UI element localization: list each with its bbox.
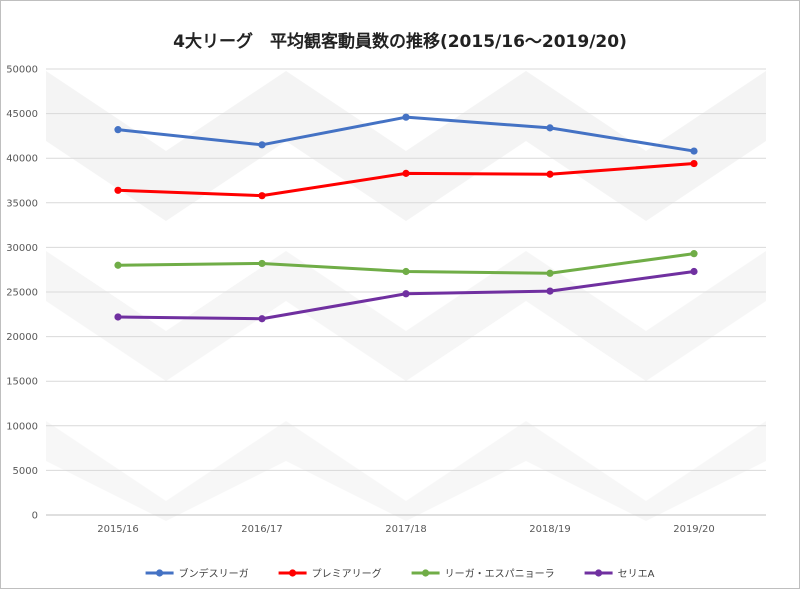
legend-marker — [594, 569, 603, 577]
data-point — [402, 267, 410, 276]
data-point — [690, 147, 698, 155]
legend-label: リーガ・エスパニョーラ — [445, 568, 555, 580]
legend: ブンデスリーガ プレミアリーグ リーガ・エスパニョーラ セリエA — [145, 567, 655, 580]
legend-item: セリエA — [584, 568, 655, 580]
x-tick-label: 2019/20 — [673, 524, 715, 535]
data-point — [546, 269, 554, 277]
data-point — [402, 290, 410, 298]
data-point — [114, 261, 122, 269]
x-tick-label: 2018/19 — [529, 524, 571, 535]
x-tick-label: 2016/17 — [241, 524, 283, 535]
background-watermark — [46, 71, 766, 521]
axes: 0 5000 10000 15000 20000 25000 30000 35000 40000… — [6, 65, 766, 535]
y-tick-label: 50000 — [6, 65, 38, 76]
legend-label: セリエA — [618, 568, 655, 580]
legend-item: プレミアリーグ — [278, 567, 382, 580]
legend-label: プレミアリーグ — [312, 567, 382, 580]
series-セリエA — [114, 267, 698, 323]
series-プレミアリーグ — [114, 159, 698, 200]
legend-item: ブンデスリーガ — [145, 567, 249, 580]
series-group — [114, 113, 698, 323]
x-tick-label: 2015/16 — [97, 524, 139, 535]
data-point — [114, 313, 122, 321]
series-リーガ・エスパニョーラ — [114, 250, 698, 277]
data-point — [258, 141, 266, 149]
y-tick-label: 25000 — [6, 288, 38, 299]
legend-marker — [155, 569, 164, 577]
legend-marker — [421, 569, 430, 577]
legend-item: リーガ・エスパニョーラ — [411, 568, 555, 580]
y-tick-label: 20000 — [6, 332, 38, 343]
data-point — [402, 113, 410, 121]
y-tick-label: 5000 — [13, 466, 38, 477]
y-tick-label: 40000 — [6, 154, 38, 165]
data-point — [546, 287, 554, 295]
y-tick-label: 30000 — [6, 243, 38, 254]
data-point — [690, 250, 698, 258]
y-tick-label: 0 — [32, 511, 38, 522]
data-point — [690, 267, 698, 276]
x-tick-label: 2017/18 — [385, 524, 427, 535]
data-point — [402, 169, 410, 177]
y-tick-label: 10000 — [6, 421, 38, 432]
chart-title: 4大リーグ 平均観客動員数の推移(2015/16～2019/20) — [173, 31, 627, 52]
y-tick-label: 35000 — [6, 198, 38, 209]
y-tick-label: 45000 — [6, 109, 38, 120]
data-point — [258, 315, 266, 323]
legend-marker — [288, 569, 297, 577]
legend-label: ブンデスリーガ — [179, 567, 249, 580]
gridlines — [46, 68, 766, 471]
data-point — [258, 192, 266, 200]
data-point — [114, 186, 122, 194]
data-point — [546, 170, 554, 178]
data-point — [690, 159, 698, 168]
data-point — [114, 126, 122, 134]
data-point — [258, 259, 266, 268]
y-tick-label: 15000 — [6, 377, 38, 388]
series-ブンデスリーガ — [114, 113, 698, 155]
data-point — [546, 124, 554, 132]
